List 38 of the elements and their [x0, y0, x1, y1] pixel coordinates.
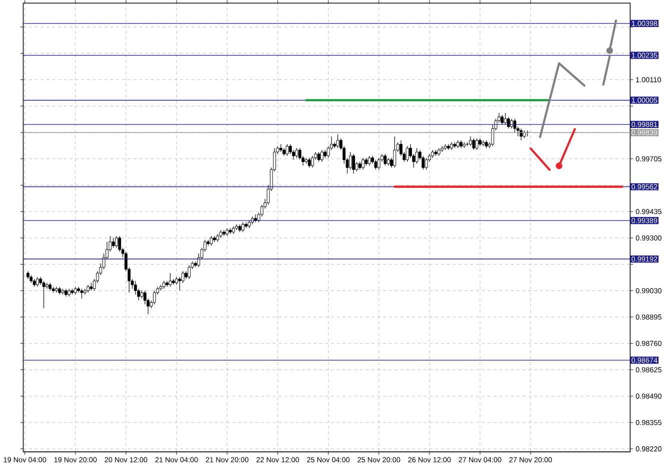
- candlestick: [424, 158, 428, 170]
- candlestick: [472, 138, 476, 151]
- candlestick: [317, 152, 320, 162]
- candlestick: [513, 118, 516, 133]
- candlestick: [520, 128, 523, 141]
- candlestick: [384, 154, 387, 166]
- candlestick: [336, 134, 340, 149]
- candlestick: [362, 158, 365, 170]
- candlestick: [42, 280, 46, 309]
- candlestick: [352, 154, 356, 174]
- candlestick: [168, 273, 172, 288]
- candlestick: [500, 114, 504, 126]
- candlestick: [166, 280, 169, 288]
- candlestick: [308, 158, 311, 168]
- candlestick: [241, 222, 244, 233]
- candlestick: [368, 156, 371, 166]
- candlestick: [115, 236, 118, 248]
- candlestick: [393, 136, 396, 168]
- candlestick: [475, 138, 478, 151]
- candlestick: [504, 112, 507, 126]
- candlestick: [80, 288, 84, 300]
- candlestick: [406, 146, 409, 162]
- candlestick: [469, 136, 472, 147]
- candlestick: [286, 144, 289, 156]
- candlestick: [415, 148, 418, 164]
- candlestick: [311, 156, 314, 168]
- candlestick: [213, 236, 216, 242]
- candlestick: [348, 152, 352, 170]
- candlestick: [374, 160, 378, 170]
- candlestick: [210, 236, 213, 246]
- candlestick: [377, 158, 380, 170]
- candlestick: [112, 238, 115, 248]
- candlestick: [178, 276, 182, 292]
- candlestick: [36, 276, 39, 288]
- candlestick: [188, 265, 191, 280]
- candlestick: [295, 148, 298, 158]
- candlestick: [320, 150, 324, 162]
- candlestick: [152, 290, 156, 305]
